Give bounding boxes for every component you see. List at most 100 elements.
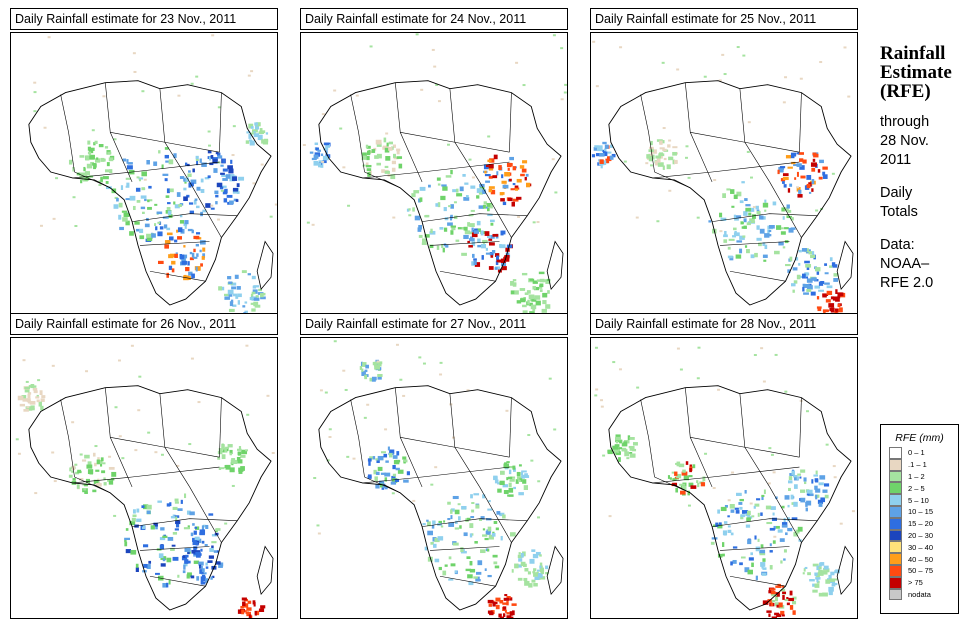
rainfall-pixel: [761, 565, 764, 569]
rainfall-pixel: [193, 248, 196, 253]
rainfall-pixel: [450, 563, 456, 567]
rainfall-pixel: [183, 196, 188, 201]
rainfall-pixel: [199, 529, 206, 535]
rainfall-pixel: [722, 530, 728, 535]
country-border: [454, 141, 510, 153]
rainfall-pixel: [187, 560, 191, 564]
rainfall-pixel: [167, 536, 174, 541]
rainfall-pixel: [817, 499, 824, 505]
rainfall-pixel: [646, 154, 651, 159]
rainfall-pixel: [740, 515, 744, 520]
rainfall-pixel: [19, 403, 25, 407]
rainfall-pixel: [131, 517, 136, 522]
rainfall-pixel: [500, 258, 506, 264]
rainfall-pixel: [812, 158, 816, 162]
rainfall-pixel: [791, 470, 795, 475]
rainfall-pixel: [93, 164, 97, 170]
legend-swatch: [889, 553, 902, 565]
rainfall-pixel: [207, 130, 211, 133]
country-border: [640, 94, 655, 173]
rainfall-pixel: [393, 156, 399, 160]
rainfall-pixel: [623, 441, 628, 445]
rainfall-pixel: [700, 482, 706, 487]
rainfall-pixel: [518, 492, 524, 496]
rainfall-pixel: [717, 509, 721, 514]
rainfall-pixel: [151, 233, 156, 238]
rainfall-pixel: [786, 204, 790, 209]
legend-label: 20 – 30: [908, 530, 934, 540]
rainfall-pixel: [193, 560, 200, 564]
rainfall-pixel: [679, 483, 686, 486]
rainfall-pixel: [824, 494, 829, 499]
rfe-legend: RFE (mm) 0 – 1 .1 – 1 1 – 2 2 – 5 5 – 10…: [880, 424, 959, 614]
rainfall-pixel: [313, 477, 317, 479]
rainfall-pixel: [247, 273, 251, 276]
rainfall-pixel: [488, 175, 493, 179]
rainfall-pixel: [502, 201, 507, 206]
rainfall-pixel: [379, 480, 385, 484]
rainfall-pixel: [615, 448, 621, 453]
rainfall-pixel: [655, 155, 662, 159]
rainfall-pixel: [205, 524, 209, 530]
rainfall-pixel: [450, 225, 457, 228]
rainfall-pixel: [769, 527, 775, 531]
rainfall-pixel: [224, 448, 227, 453]
rainfall-pixel: [244, 301, 248, 304]
rainfall-pixel: [147, 206, 152, 210]
rainfall-pixel: [191, 252, 195, 258]
rainfall-pixel: [524, 568, 529, 572]
rainfall-pixel: [244, 610, 247, 613]
rainfall-pixel: [127, 162, 133, 165]
rainfall-pixel: [167, 202, 171, 205]
rainfall-pixel: [41, 395, 46, 399]
rainfall-pixel: [482, 189, 487, 195]
rainfall-pixel: [814, 285, 821, 289]
rainfall-pixel: [783, 549, 787, 553]
rainfall-pixel: [224, 522, 228, 525]
rainfall-pixel: [431, 524, 435, 529]
rainfall-pixel: [762, 242, 766, 246]
rainfall-pixel: [221, 185, 227, 188]
through-line: through: [880, 114, 930, 130]
rainfall-pixel: [627, 435, 631, 440]
rainfall-pixel: [225, 174, 231, 179]
rainfall-pixel: [238, 446, 242, 450]
rainfall-pixel: [457, 227, 464, 230]
rainfall-pixel: [199, 569, 204, 574]
rainfall-pixel: [255, 295, 259, 298]
rainfall-pixel: [756, 225, 760, 230]
rainfall-pixel: [189, 210, 195, 214]
rainfall-pixel: [347, 204, 351, 207]
rainfall-pixel: [181, 257, 186, 262]
rainfall-pixel: [396, 156, 403, 159]
rainfall-pixel: [235, 199, 239, 202]
rainfall-pixel: [137, 409, 141, 412]
rainfall-pixel: [219, 186, 224, 190]
rainfall-pixel: [510, 532, 516, 537]
rainfall-pixel: [760, 512, 763, 516]
rainfall-pixel: [676, 347, 680, 350]
rainfall-pixel: [171, 260, 176, 265]
rainfall-pixel: [468, 158, 472, 161]
rainfall-pixel: [227, 276, 232, 280]
rainfall-pixel: [471, 232, 478, 238]
rainfall-pixel: [202, 253, 206, 258]
rainfall-pixel: [375, 139, 382, 145]
country-border: [364, 171, 401, 189]
rainfall-pixel: [193, 552, 198, 555]
rainfall-pixel: [782, 181, 785, 184]
rainfall-pixel: [494, 253, 500, 257]
rainfall-pixel: [731, 205, 735, 208]
rainfall-pixel: [501, 180, 507, 184]
rainfall-pixel: [529, 302, 533, 307]
rainfall-pixel: [780, 227, 784, 230]
rainfall-pixel: [198, 564, 202, 569]
rainfall-pixel: [739, 235, 745, 240]
rainfall-pixel: [735, 215, 742, 219]
rainfall-pixel: [530, 299, 533, 302]
rainfall-pixel: [89, 154, 95, 160]
rainfall-pixel: [750, 176, 753, 179]
rainfall-pixel: [377, 373, 383, 377]
rainfall-pixel: [802, 287, 805, 292]
rainfall-pixel: [103, 477, 106, 481]
